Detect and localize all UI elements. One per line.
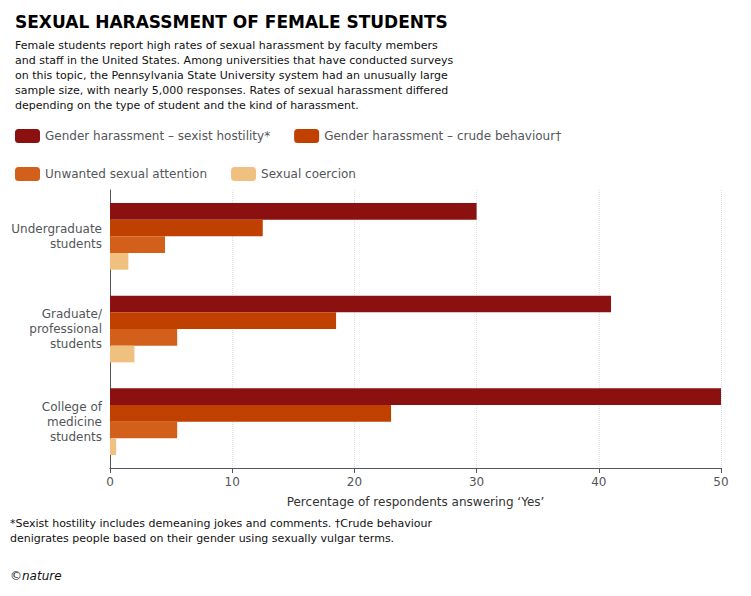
svg-text:denigrates people based on the: denigrates people based on their gender … xyxy=(10,532,394,545)
svg-text:students: students xyxy=(50,430,102,444)
svg-text:0: 0 xyxy=(106,475,114,489)
svg-text:students: students xyxy=(50,237,102,251)
svg-text:10: 10 xyxy=(225,475,240,489)
svg-text:on this topic, the Pennsylvani: on this topic, the Pennsylvania State Un… xyxy=(15,69,448,82)
svg-text:medicine: medicine xyxy=(47,415,102,429)
svg-text:professional: professional xyxy=(29,322,102,336)
svg-text:sample size, with nearly 5,000: sample size, with nearly 5,000 responses… xyxy=(15,84,448,97)
svg-text:©nature: ©nature xyxy=(10,569,62,583)
svg-text:*Sexist hostility includes dem: *Sexist hostility includes demeaning jok… xyxy=(10,517,433,530)
svg-text:40: 40 xyxy=(591,475,606,489)
svg-text:depending on the type of stude: depending on the type of student and the… xyxy=(15,99,359,112)
svg-text:20: 20 xyxy=(347,475,362,489)
svg-text:30: 30 xyxy=(469,475,484,489)
svg-text:Undergraduate: Undergraduate xyxy=(11,222,102,236)
svg-text:College of: College of xyxy=(42,400,103,414)
svg-text:Graduate/: Graduate/ xyxy=(42,307,103,321)
svg-text:Sexual coercion: Sexual coercion xyxy=(261,167,356,181)
svg-text:Gender harassment – sexist hos: Gender harassment – sexist hostility* xyxy=(45,129,270,143)
svg-text:Percentage of respondents answ: Percentage of respondents answering ‘Yes… xyxy=(287,495,545,509)
svg-text:Unwanted sexual attention: Unwanted sexual attention xyxy=(45,167,207,181)
svg-text:50: 50 xyxy=(713,475,728,489)
svg-text:students: students xyxy=(50,337,102,351)
svg-text:Gender harassment – crude beha: Gender harassment – crude behaviour† xyxy=(324,129,561,143)
svg-text:Female students report high ra: Female students report high rates of sex… xyxy=(15,39,438,52)
svg-text:SEXUAL HARASSMENT OF FEMALE ST: SEXUAL HARASSMENT OF FEMALE STUDENTS xyxy=(15,12,448,32)
svg-text:and staff in the United States: and staff in the United States. Among un… xyxy=(15,54,454,67)
